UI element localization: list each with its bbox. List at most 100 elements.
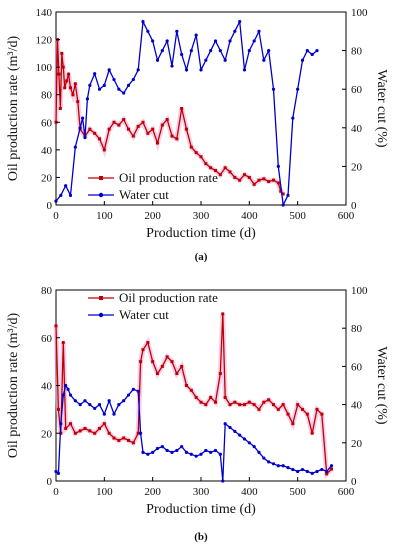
water-cut-point — [151, 39, 155, 43]
water-cut-point — [112, 412, 116, 416]
y-right-tick-label: 60 — [351, 84, 363, 96]
plot-area-b — [55, 289, 347, 482]
oil-rate-point — [223, 166, 227, 170]
y-left-tick-label: 140 — [36, 7, 53, 19]
oil-rate-point — [223, 395, 227, 399]
water-cut-point — [238, 433, 242, 437]
oil-rate-point — [204, 403, 208, 407]
oil-rate-point — [238, 178, 242, 182]
water-cut-point — [223, 58, 227, 62]
x-tick-label: 200 — [144, 486, 161, 498]
y-axis-left-label-b: Oil production rate (m³/d) — [6, 313, 21, 459]
panel-label-b: (b) — [194, 531, 208, 543]
water-cut-point — [83, 399, 87, 403]
oil-rate-point — [228, 403, 232, 407]
oil-rate-point — [112, 120, 116, 124]
y-left-tick-label: 0 — [47, 200, 53, 212]
water-cut-point — [151, 450, 155, 454]
oil-rate-point — [267, 180, 271, 184]
water-cut-point — [315, 49, 319, 53]
oil-rate-point — [214, 169, 217, 173]
oil-rate-point — [136, 124, 140, 128]
water-cut-point — [126, 393, 131, 397]
water-cut-point — [267, 49, 271, 53]
y-right-tick-label: 20 — [351, 438, 363, 450]
x-tick-label: 600 — [338, 210, 355, 222]
water-cut-point — [257, 29, 261, 33]
water-cut-point — [252, 39, 256, 43]
oil-rate-point — [221, 312, 225, 316]
water-cut-point — [213, 39, 218, 43]
x-tick-label: 600 — [338, 486, 355, 498]
water-cut-point — [199, 68, 203, 72]
oil-rate-point — [281, 192, 285, 196]
oil-rate-point — [296, 403, 300, 407]
oil-rate-point — [88, 127, 92, 131]
oil-rate-point — [315, 407, 319, 411]
y-left-tick-label: 20 — [41, 172, 53, 184]
oil-rate-point — [127, 438, 130, 442]
water-cut-point — [281, 203, 285, 207]
oil-rate-point — [67, 72, 71, 76]
water-cut-point — [141, 450, 145, 454]
oil-rate-point — [139, 360, 143, 364]
x-tick-label: 500 — [289, 210, 306, 222]
oil-rate-point — [65, 79, 69, 83]
water-cut-point — [122, 91, 126, 95]
oil-rate-point — [276, 407, 280, 411]
oil-rate-point — [194, 151, 198, 155]
water-cut-point — [93, 72, 97, 76]
water-cut-point — [209, 49, 213, 53]
oil-rate-point — [93, 431, 97, 435]
oil-rate-point — [146, 341, 150, 345]
water-cut-point — [131, 77, 135, 82]
x-tick-label: 100 — [96, 486, 113, 498]
water-cut-point — [325, 469, 329, 474]
panel-label-a: (a) — [195, 251, 208, 263]
oil-rate-point — [117, 438, 121, 442]
water-cut-point — [97, 403, 102, 407]
water-cut-point — [165, 39, 169, 43]
x-tick-label: 0 — [53, 210, 59, 222]
y-axis-right-label-b: Water cut (%) — [374, 346, 389, 425]
x-tick-label: 200 — [144, 210, 161, 222]
oil-rate-point — [141, 120, 145, 124]
water-cut-point — [221, 479, 225, 483]
water-cut-point — [305, 49, 309, 53]
water-cut-point — [213, 448, 218, 453]
oil-rate-point — [93, 131, 97, 135]
water-cut-point — [175, 29, 179, 33]
oil-rate-point — [98, 137, 101, 141]
water-cut-point — [296, 469, 300, 474]
water-cut-point — [194, 454, 198, 458]
oil-rate-point — [122, 118, 126, 122]
oil-rate-point — [325, 472, 329, 476]
oil-rate-point — [233, 175, 237, 179]
water-cut-point — [218, 452, 222, 456]
oil-rate-point — [291, 422, 295, 426]
oil-rate-point — [107, 127, 111, 131]
oil-rate-point — [88, 429, 92, 433]
water-cut-point — [233, 29, 237, 33]
y-right-tick-label: 100 — [351, 7, 368, 19]
x-axis-label-a: Production time (d) — [146, 226, 256, 241]
water-cut-point — [56, 471, 61, 475]
oil-rate-point — [243, 403, 246, 407]
x-tick-label: 400 — [241, 486, 258, 498]
oil-rate-point — [199, 155, 203, 159]
y-left-tick-label: 80 — [41, 90, 53, 102]
water-cut-point — [165, 448, 169, 453]
oil-rate-point — [141, 348, 145, 352]
water-cut-point — [276, 464, 280, 468]
water-cut-point — [73, 145, 77, 149]
water-cut-point — [138, 431, 143, 435]
oil-rate-point — [131, 441, 135, 445]
x-axis-label-b: Production time (d) — [146, 502, 256, 517]
oil-rate-point — [54, 324, 58, 328]
panel-b: 0 100 200 300 400 500 600020406080020406080100… — [6, 285, 389, 543]
oil-rate-point — [160, 123, 164, 127]
oil-rate-point — [98, 426, 101, 430]
y-right-tick-label: 0 — [351, 200, 357, 212]
y-axis-left-label-a: Oil production rate (m³/d) — [6, 36, 21, 182]
